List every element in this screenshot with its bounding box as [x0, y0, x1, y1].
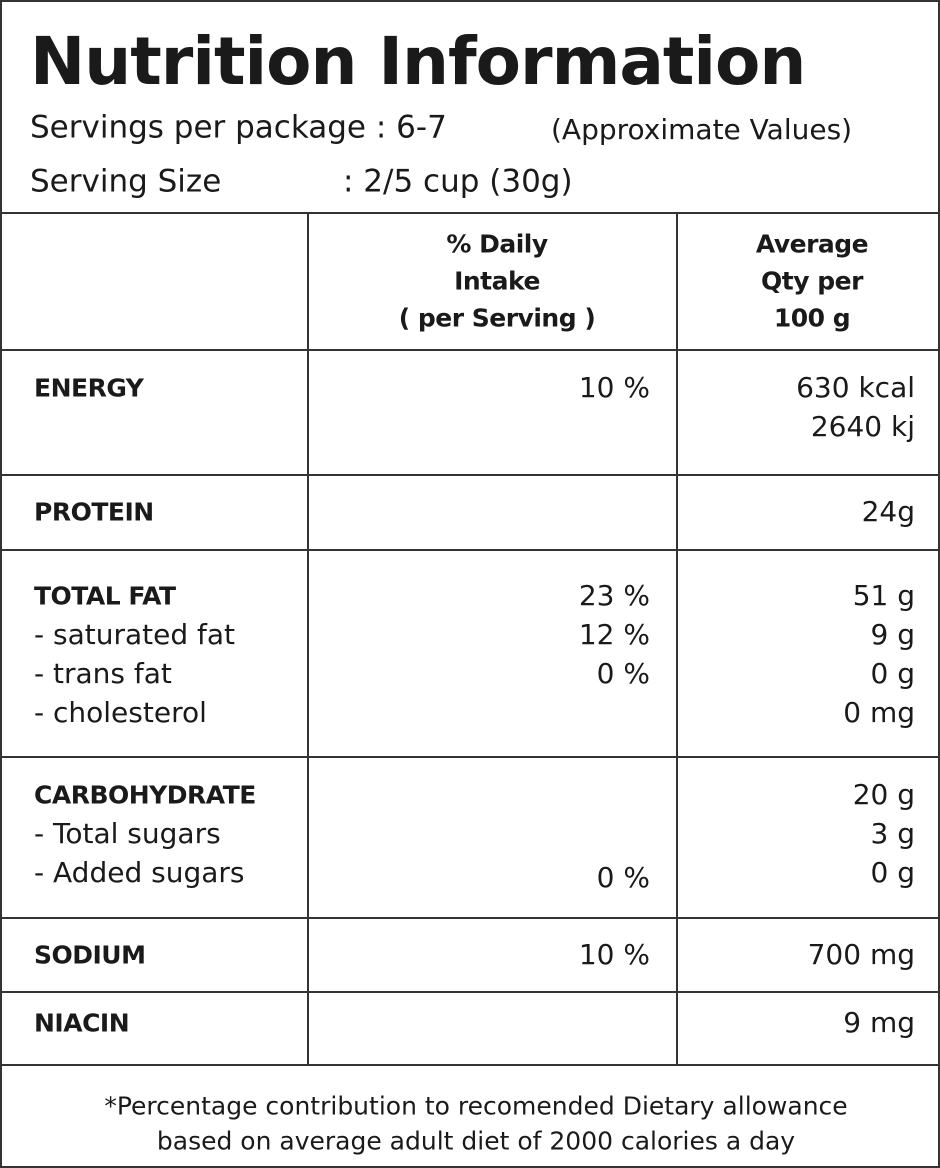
daily-intake: 10 % [578, 371, 650, 404]
footnote: *Percentage contribution to recomended D… [104, 1091, 848, 1121]
daily-intake: 23 % [578, 579, 650, 612]
quantity: 24g [861, 495, 915, 528]
quantity: 0 mg [843, 696, 915, 729]
nutrient-name: ENERGY [34, 373, 144, 403]
nutrient-name: NIACIN [34, 1008, 130, 1038]
title: Nutrition Information [30, 23, 806, 100]
column-header: 100 g [773, 303, 851, 333]
serving-size-value: : 2/5 cup (30g) [343, 163, 573, 200]
quantity: 9 mg [843, 1006, 915, 1039]
nutrient-name: PROTEIN [34, 497, 154, 527]
quantity: 20 g [852, 778, 915, 811]
quantity: 630 kcal [796, 371, 915, 404]
column-header: Average [755, 229, 869, 259]
nutrient-name: - saturated fat [34, 618, 236, 651]
column-rule [307, 213, 309, 1065]
servings-note: (Approximate Values) [551, 113, 853, 146]
quantity: 0 g [870, 856, 916, 889]
quantity: 9 g [870, 618, 916, 651]
rule [0, 474, 940, 476]
quantity: 700 mg [807, 938, 915, 971]
quantity: 3 g [870, 817, 916, 850]
quantity: 2640 kj [810, 410, 915, 443]
daily-intake: 12 % [578, 618, 650, 651]
daily-intake: 0 % [596, 657, 650, 690]
daily-intake: 0 % [596, 861, 650, 894]
footnote: based on average adult diet of 2000 calo… [156, 1126, 796, 1156]
quantity: 51 g [852, 579, 915, 612]
rule [0, 1064, 940, 1066]
rule [0, 991, 940, 993]
nutrient-name: - Added sugars [34, 856, 245, 889]
rule [0, 549, 940, 551]
rule [0, 212, 940, 214]
column-header: ( per Serving ) [398, 303, 596, 333]
nutrient-name: - trans fat [34, 657, 172, 690]
daily-intake: 10 % [578, 938, 650, 971]
rule [0, 349, 940, 351]
servings-label: Servings per package : 6-7 [30, 109, 447, 146]
nutrient-name: SODIUM [34, 940, 146, 970]
rule [0, 917, 940, 919]
nutrient-name: - cholesterol [34, 696, 207, 729]
nutrient-name: - Total sugars [34, 817, 221, 850]
quantity: 0 g [870, 657, 916, 690]
column-rule [676, 213, 678, 1065]
nutrient-name: CARBOHYDRATE [34, 780, 256, 810]
serving-size-label: Serving Size [30, 163, 222, 200]
column-header: Intake [454, 266, 540, 296]
column-header: Qty per [761, 266, 863, 296]
column-header: % Daily [446, 229, 548, 259]
nutrient-name: TOTAL FAT [34, 581, 176, 611]
rule [0, 756, 940, 758]
